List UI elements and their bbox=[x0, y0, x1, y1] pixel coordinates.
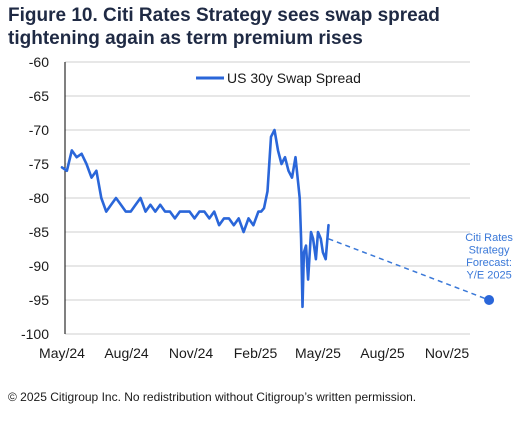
y-axis: -60 -65 -70 -75 -80 -85 -90 -95 -100 bbox=[21, 54, 66, 342]
x-tick-label: Nov/25 bbox=[425, 345, 470, 361]
grid-lines bbox=[65, 61, 470, 335]
x-tick-label: Feb/25 bbox=[234, 345, 278, 361]
y-tick-label: -100 bbox=[21, 326, 49, 342]
x-tick-label: Aug/25 bbox=[360, 345, 405, 361]
x-tick-label: Aug/24 bbox=[104, 345, 149, 361]
y-tick-label: -80 bbox=[29, 190, 49, 206]
annotation-line: Forecast: bbox=[466, 257, 512, 269]
legend-label: US 30y Swap Spread bbox=[227, 70, 361, 86]
forecast-dashed-line bbox=[328, 238, 490, 301]
forecast-point bbox=[484, 295, 495, 305]
x-tick-label: May/24 bbox=[39, 345, 85, 361]
y-tick-label: -85 bbox=[29, 224, 49, 240]
y-tick-label: -90 bbox=[29, 258, 49, 274]
series-line-us-30y-swap-spread bbox=[60, 128, 330, 309]
chart-title: Figure 10. Citi Rates Strategy sees swap… bbox=[8, 5, 440, 49]
series-layer bbox=[60, 128, 495, 309]
annotation-line: Citi Rates bbox=[465, 232, 513, 244]
annotation-line: Strategy bbox=[469, 245, 510, 257]
y-tick-label: -60 bbox=[29, 54, 49, 70]
x-tick-label: May/25 bbox=[295, 345, 341, 361]
x-tick-label: Nov/24 bbox=[169, 345, 214, 361]
line-chart: -60 -65 -70 -75 -80 -85 -90 -95 -100 May/24 Aug/2… bbox=[21, 54, 513, 361]
annotation-line: Y/E 2025 bbox=[466, 270, 511, 282]
copyright-footer: © 2025 Citigroup Inc. No redistribution … bbox=[8, 390, 417, 404]
y-tick-label: -65 bbox=[29, 88, 49, 104]
y-tick-label: -75 bbox=[29, 156, 49, 172]
y-tick-label: -70 bbox=[29, 122, 49, 138]
legend: US 30y Swap Spread bbox=[196, 70, 361, 86]
y-tick-label: -95 bbox=[29, 292, 49, 308]
x-axis: May/24 Aug/24 Nov/24 Feb/25 May/25 Aug/25 Nov/… bbox=[39, 345, 469, 361]
